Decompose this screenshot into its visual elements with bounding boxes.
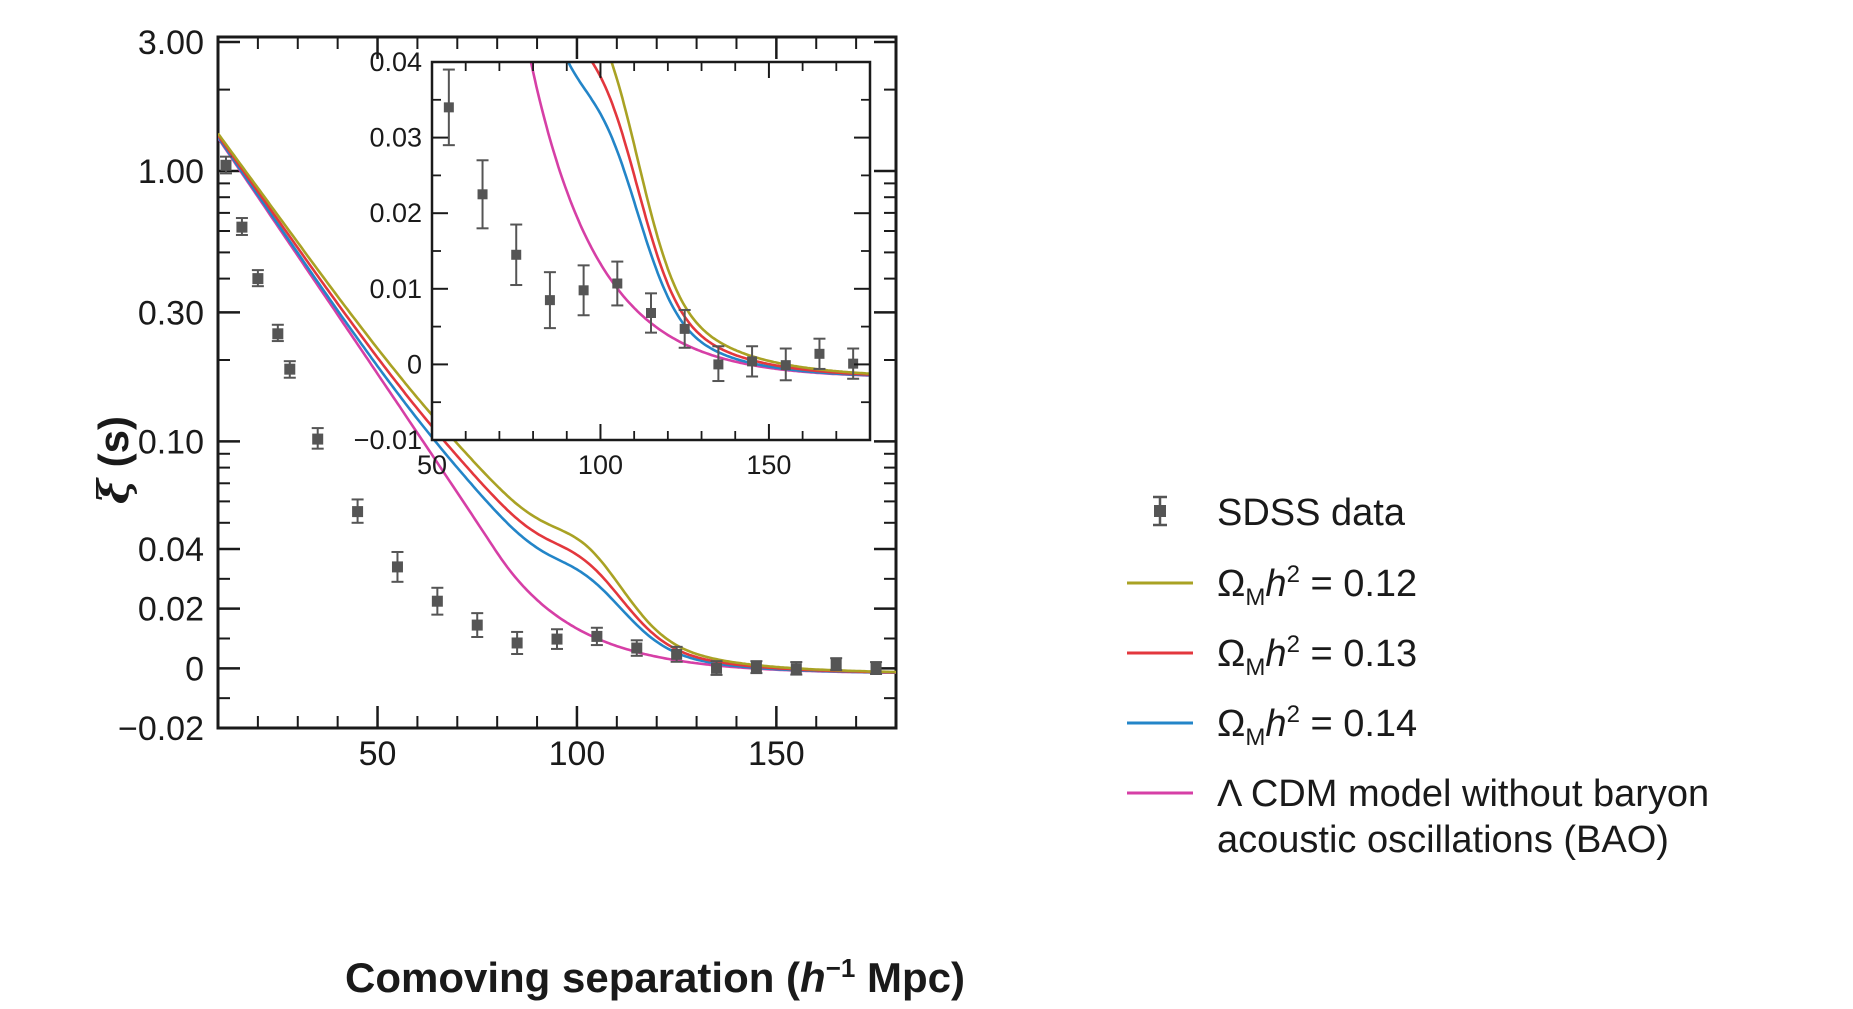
main-data-point [631, 642, 643, 654]
legend-label-omega-012: ΩMh2 = 0.12 [1217, 561, 1417, 611]
legend-item-lcdm-no-bao: Λ CDM model without baryon acoustic osci… [1127, 773, 1709, 861]
y-tick-label: 0.02 [138, 591, 204, 629]
main-data-point [870, 662, 882, 674]
inset-y-tick-label: −0.01 [354, 425, 422, 455]
main-data-point [236, 221, 248, 233]
inset-data-point [848, 358, 859, 369]
inset-y-tick-label: 0.03 [369, 123, 422, 153]
inset-data-point [544, 295, 555, 306]
inset-data-point [578, 285, 589, 296]
main-data-point [551, 633, 563, 645]
main-plot: 3.00 1.00 0.30 0.10 0.04 0.02 0 −0.02 50 100 150 [118, 24, 898, 773]
y-tick-label: 0.10 [138, 423, 204, 461]
main-data-point [790, 663, 802, 675]
main-data-point [511, 637, 523, 649]
inset-series-line [610, 62, 870, 375]
inset-x-tick-label: 150 [746, 450, 791, 480]
x-tick-label: 150 [748, 735, 805, 773]
inset-x-tick-label: 50 [417, 450, 447, 480]
main-data-point [431, 595, 443, 607]
inset-data-point [511, 249, 522, 260]
y-tick-label: 3.00 [138, 24, 204, 62]
y-tick-label: 0 [185, 650, 204, 688]
inset-data-point [747, 356, 758, 367]
inset-series-line [590, 62, 870, 376]
inset-series-line [566, 62, 870, 377]
legend: SDSS data ΩMh2 = 0.12 ΩMh2 = 0.13 ΩMh2 =… [1127, 492, 1709, 861]
main-data-point [711, 662, 723, 674]
main-curves [218, 132, 896, 674]
y-tick-label: 0.30 [138, 294, 204, 332]
x-axis-title: Comoving separation (h−1 Mpc) [345, 953, 965, 1001]
inset-data-point [713, 359, 724, 370]
x-tick-label: 100 [549, 735, 606, 773]
main-series-line [218, 132, 896, 674]
inset-data-point [646, 307, 656, 318]
main-data-point [284, 363, 296, 375]
main-data-point [830, 658, 842, 670]
legend-item-omega-014: ΩMh2 = 0.14 [1127, 701, 1417, 751]
legend-label-omega-013: ΩMh2 = 0.13 [1217, 631, 1417, 681]
legend-item-omega-012: ΩMh2 = 0.12 [1127, 561, 1417, 611]
main-data-point [591, 630, 603, 642]
legend-item-omega-013: ΩMh2 = 0.13 [1127, 631, 1417, 681]
inset-y-tick-label: 0.02 [369, 198, 422, 228]
legend-label-lcdm-line2: acoustic oscillations (BAO) [1217, 819, 1669, 861]
main-data-point [471, 619, 483, 631]
inset-curves [529, 62, 870, 377]
inset-data-point [814, 348, 825, 359]
main-data-point [220, 159, 232, 171]
y-tick-label: −0.02 [118, 710, 204, 748]
main-data-point [750, 661, 762, 673]
inset-x-tick-label: 100 [578, 450, 623, 480]
legend-item-sdss: SDSS data [1153, 492, 1406, 534]
y-tick-label: 1.00 [138, 153, 204, 191]
inset-data-point [477, 189, 488, 200]
main-data-point [671, 648, 683, 660]
legend-label-sdss: SDSS data [1217, 492, 1406, 534]
inset-data-point [780, 360, 791, 371]
inset-data-point [679, 323, 690, 334]
inset-data-point [443, 102, 454, 113]
main-data-point [272, 328, 284, 340]
inset-y-tick-label: 0.01 [369, 274, 422, 304]
main-frame [216, 35, 898, 730]
inset-y-tick-label: 0.04 [369, 47, 422, 77]
x-tick-label: 50 [359, 735, 397, 773]
inset-y-tick-label: 0 [407, 349, 422, 379]
main-data-point [391, 561, 403, 573]
main-data-point [252, 273, 264, 285]
legend-label-lcdm-line1: Λ CDM model without baryon [1217, 773, 1709, 815]
inset-data-point [612, 278, 623, 289]
legend-label-omega-014: ΩMh2 = 0.14 [1217, 701, 1417, 751]
y-axis-title: ξ (s) [89, 416, 138, 504]
main-data-point [352, 506, 364, 518]
main-data-point [312, 433, 324, 445]
y-tick-label: 0.04 [138, 531, 204, 569]
